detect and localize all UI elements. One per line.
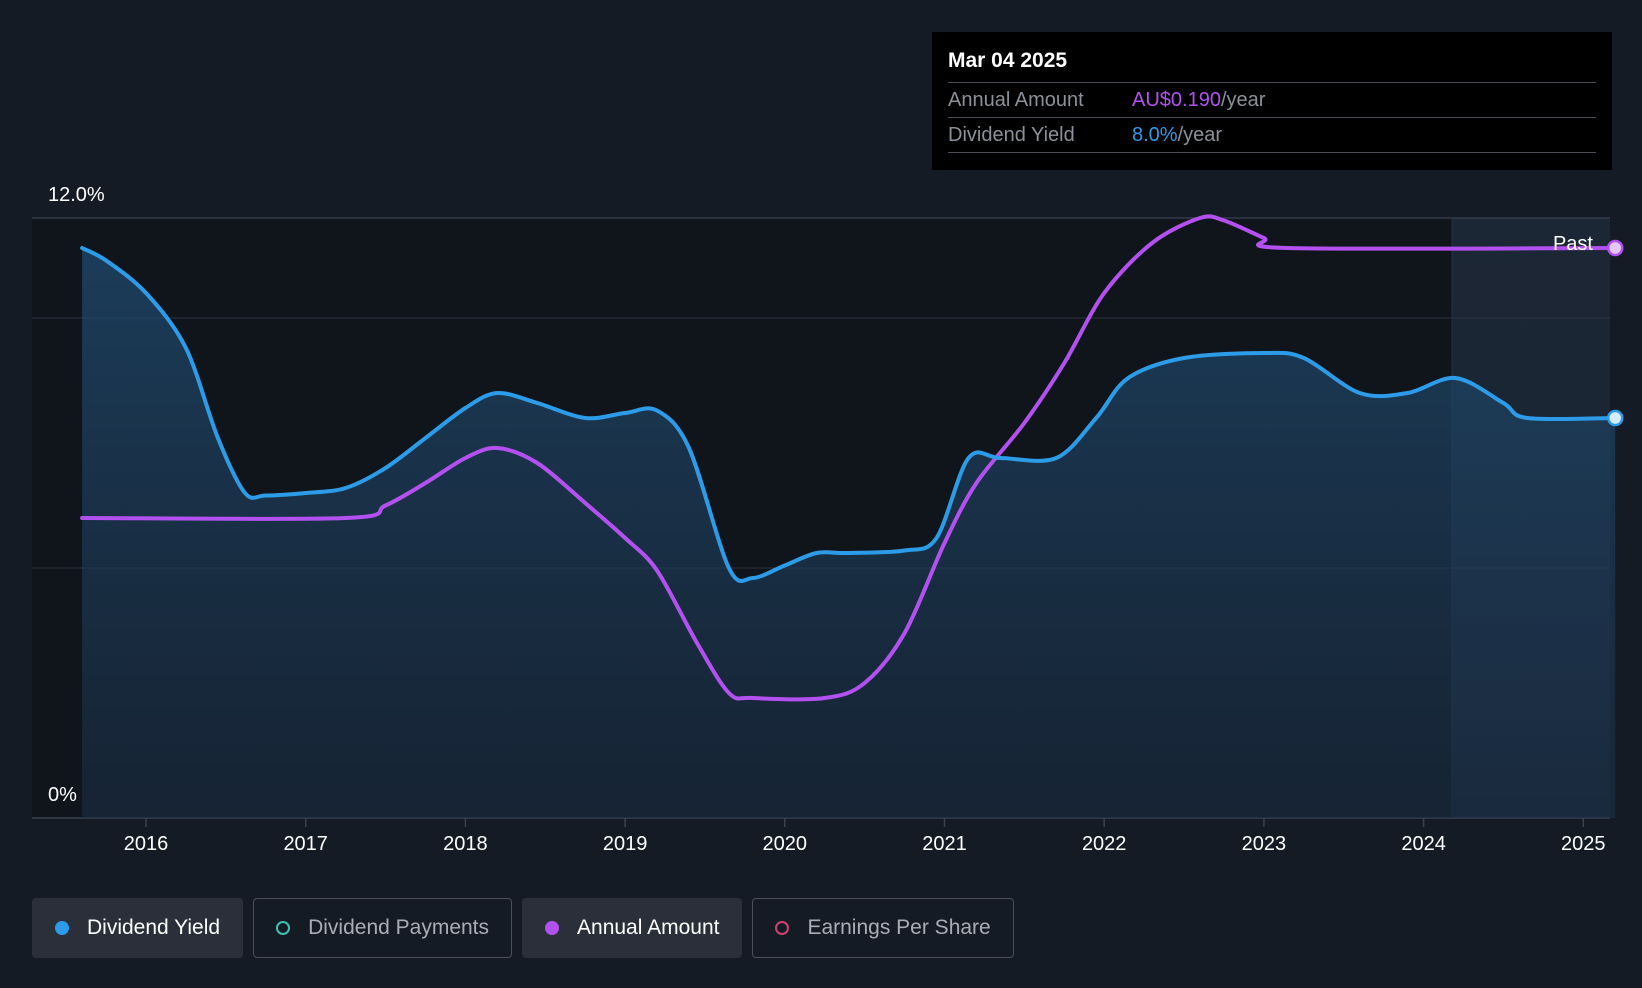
x-tick-label: 2020 bbox=[763, 833, 808, 855]
annual-amount-endpoint bbox=[1606, 239, 1624, 257]
tooltip-row-annual-amount: Annual Amount AU$0.190 /year bbox=[948, 83, 1596, 118]
annual-amount-line bbox=[80, 214, 1618, 702]
legend-label: Dividend Payments bbox=[308, 916, 490, 939]
legend-earnings-per-share[interactable]: Earnings Per Share bbox=[752, 898, 1014, 958]
legend-label: Annual Amount bbox=[577, 916, 720, 939]
legend-label: Dividend Yield bbox=[87, 916, 221, 939]
x-tick-label: 2022 bbox=[1082, 833, 1127, 855]
x-tick-label: 2024 bbox=[1401, 833, 1446, 855]
legend-label: Earnings Per Share bbox=[807, 916, 991, 939]
tooltip-unit: /year bbox=[1177, 124, 1223, 146]
x-tick-label: 2023 bbox=[1242, 833, 1287, 855]
tooltip-label: Dividend Yield bbox=[948, 124, 1075, 146]
legend-dot-icon bbox=[545, 921, 560, 935]
tooltip-date: Mar 04 2025 bbox=[948, 46, 1596, 83]
legend-dot-icon bbox=[55, 921, 69, 935]
tooltip: Mar 04 2025 Annual Amount AU$0.190 /year… bbox=[932, 32, 1612, 170]
x-tick-label: 2025 bbox=[1561, 833, 1606, 855]
legend-ring-icon bbox=[276, 921, 291, 935]
tooltip-value: 8.0% bbox=[1132, 124, 1178, 146]
x-tick-label: 2021 bbox=[922, 833, 967, 855]
legend-annual-amount[interactable]: Annual Amount bbox=[522, 898, 743, 958]
tooltip-unit: /year bbox=[1220, 89, 1266, 111]
dividend-yield-area bbox=[82, 248, 1616, 818]
tooltip-row-dividend-yield: Dividend Yield 8.0% /year bbox=[948, 118, 1596, 153]
x-tick-label: 2017 bbox=[283, 833, 328, 855]
y-label-top: 12.0% bbox=[48, 184, 105, 206]
past-label: Past bbox=[1553, 233, 1593, 255]
legend: Dividend Yield Dividend Payments Annual … bbox=[32, 898, 1014, 958]
legend-ring-icon bbox=[775, 921, 790, 935]
x-tick-label: 2018 bbox=[443, 833, 488, 855]
x-tick-label: 2019 bbox=[603, 833, 648, 855]
legend-dividend-payments[interactable]: Dividend Payments bbox=[253, 898, 513, 958]
dividend-yield-endpoint bbox=[1606, 409, 1624, 427]
y-label-bottom: 0% bbox=[48, 784, 77, 806]
x-axis-ticks: 2016 2017 2018 2019 2020 2021 2022 2023 2024 2025 bbox=[124, 818, 1606, 855]
tooltip-label: Annual Amount bbox=[948, 89, 1084, 111]
tooltip-value: AU$0.190 bbox=[1132, 89, 1221, 111]
legend-dividend-yield[interactable]: Dividend Yield bbox=[32, 898, 244, 958]
x-tick-label: 2016 bbox=[124, 833, 169, 855]
dividend-yield-line bbox=[80, 246, 1618, 583]
